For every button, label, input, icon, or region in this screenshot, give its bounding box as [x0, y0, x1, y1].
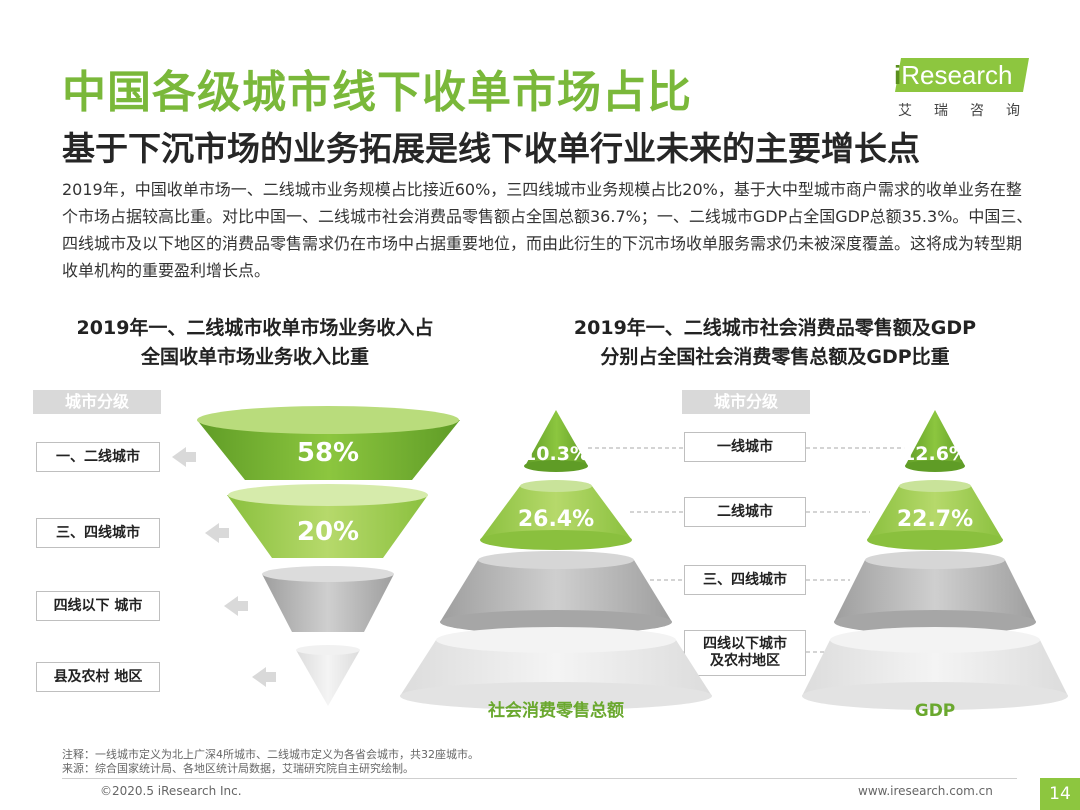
pyramid-retail-seg-2-base — [480, 530, 632, 550]
pyramid-retail-name: 社会消费零售总额 — [487, 700, 624, 721]
left-chart-title-line2: 全国收单市场业务收入比重 — [140, 346, 369, 368]
pyramid-retail-seg-4-base — [400, 682, 712, 710]
funnel-segment-1-top — [197, 406, 459, 434]
pyramid-retail-seg-1-base — [524, 460, 588, 472]
pyramid-retail-seg-1 — [525, 410, 588, 466]
pyramid-gdp: 12.6% 22.7% — [802, 410, 1068, 710]
left-tier-4: 县及农村 地区 — [36, 662, 160, 692]
funnel-segment-3 — [262, 574, 394, 632]
pyramid-gdp-seg-4 — [802, 640, 1068, 696]
page-title: 中国各级城市线下收单市场占比 — [62, 67, 692, 118]
funnel-segment-2 — [227, 495, 428, 558]
arrow-icon — [205, 523, 229, 543]
funnel-segment-1 — [197, 420, 460, 480]
pyramid-retail-seg-2-top — [520, 480, 592, 492]
pyramid-retail-seg-3 — [440, 560, 672, 622]
pyramid-gdp-seg-2-top — [899, 480, 971, 492]
right-chart-title-line1: 2019年一、二线城市社会消费品零售额及GDP — [573, 317, 977, 339]
funnel-segment-2-top — [228, 484, 428, 506]
pyramid-gdp-name: GDP — [915, 701, 956, 721]
footer-notes: 注释：一线城市定义为北上广深4所城市、二线城市定义为各省会城市，共32座城市。 … — [62, 748, 479, 776]
footer-copyright: ©2020.5 iResearch Inc. — [100, 784, 242, 798]
pyramid-retail-label-1: 10.3% — [523, 443, 589, 465]
arrow-icon — [224, 596, 248, 616]
right-tier-3: 三、四线城市 — [684, 565, 806, 595]
footer-source: 来源：综合国家统计局、各地区统计局数据，艾瑞研究院自主研究绘制。 — [62, 762, 414, 775]
right-tier-header: 城市分级 — [682, 390, 810, 414]
pyramid-retail-seg-2 — [480, 486, 632, 540]
arrow-icon — [252, 667, 276, 687]
pyramid-gdp-seg-3-top — [865, 551, 1005, 569]
pyramid-retail-seg-4-top — [436, 627, 676, 653]
right-tier-4-line2: 及农村地区 — [710, 653, 780, 669]
pyramid-gdp-seg-1-base — [905, 460, 965, 472]
pyramid-retail-seg-3-base — [440, 610, 672, 634]
footer-url: www.iresearch.com.cn — [858, 784, 993, 798]
pyramid-retail: 10.3% 26.4% — [400, 410, 712, 710]
footer-divider — [62, 778, 1017, 779]
left-tier-header: 城市分级 — [33, 390, 161, 414]
left-tier-2: 三、四线城市 — [36, 518, 160, 548]
footer-note: 注释：一线城市定义为北上广深4所城市、二线城市定义为各省会城市，共32座城市。 — [62, 748, 479, 761]
funnel-segment-4-top — [296, 645, 360, 655]
arrow-icon — [172, 447, 196, 467]
pyramid-retail-seg-4 — [400, 640, 712, 696]
pyramid-gdp-seg-4-base — [802, 682, 1068, 710]
pyramid-gdp-label-1: 12.6% — [902, 443, 968, 465]
right-tier-4: 四线以下城市 及农村地区 — [684, 630, 806, 676]
logo-prefix: i — [894, 60, 902, 90]
page-number: 14 — [1040, 778, 1080, 810]
left-chart-title: 2019年一、二线城市收单市场业务收入占 全国收单市场业务收入比重 — [30, 314, 480, 372]
summary-text: 2019年，中国收单市场一、二线城市业务规模占比接近60%，三四线城市业务规模占… — [62, 180, 1033, 280]
pyramid-gdp-seg-4-top — [830, 627, 1040, 653]
funnel-label-2: 20% — [297, 517, 359, 547]
funnel-label-1: 58% — [297, 438, 359, 468]
left-chart-title-line1: 2019年一、二线城市收单市场业务收入占 — [76, 317, 434, 339]
left-arrows — [172, 447, 276, 687]
pyramid-gdp-seg-2 — [867, 486, 1003, 540]
right-chart-title-line2: 分别占全国社会消费零售总额及GDP比重 — [600, 346, 950, 368]
pyramid-gdp-seg-2-base — [867, 530, 1003, 550]
funnel-segment-4 — [296, 650, 360, 706]
page-subtitle: 基于下沉市场的业务拓展是线下收单行业未来的主要增长点 — [62, 129, 920, 168]
left-tier-3: 四线以下 城市 — [36, 591, 160, 621]
dashed-connectors — [588, 447, 910, 653]
left-tier-1: 一、二线城市 — [36, 442, 160, 472]
right-tier-2: 二线城市 — [684, 497, 806, 527]
iresearch-logo: iResearch 艾瑞咨询 — [890, 58, 1040, 124]
funnel-segment-3-top — [262, 566, 394, 582]
pyramid-gdp-seg-3-base — [834, 610, 1036, 634]
funnel-chart: 58% 20% — [197, 406, 460, 706]
pyramid-gdp-seg-3 — [834, 560, 1036, 622]
right-tier-4-line1: 四线以下城市 — [703, 636, 787, 652]
logo-cn: 艾瑞咨询 — [898, 103, 1042, 119]
right-tier-1: 一线城市 — [684, 432, 806, 462]
right-chart-title: 2019年一、二线城市社会消费品零售额及GDP 分别占全国社会消费零售总额及GD… — [520, 314, 1030, 372]
pyramid-gdp-label-2: 22.7% — [897, 507, 973, 532]
pyramid-retail-label-2: 26.4% — [518, 507, 594, 532]
pyramid-retail-seg-3-top — [478, 551, 634, 569]
logo-brand: Research — [901, 60, 1013, 90]
pyramid-gdp-seg-1 — [905, 410, 965, 466]
